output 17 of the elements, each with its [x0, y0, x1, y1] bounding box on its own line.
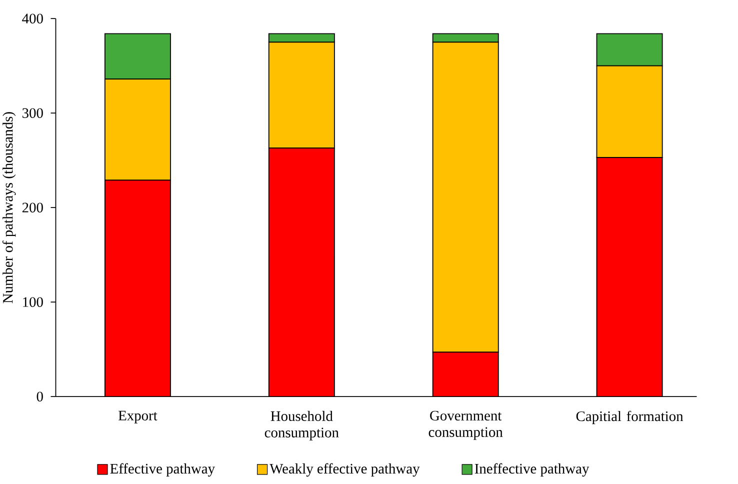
- bar: [596, 157, 663, 397]
- y-tick-label: 200: [22, 202, 43, 212]
- legend-label: Effective pathway: [110, 463, 215, 477]
- x-tick-label: Government consumption: [428, 410, 503, 440]
- bar: [432, 352, 498, 397]
- y-tick-label: 0: [36, 392, 43, 402]
- y-axis-title: Number of pathways (thousands): [2, 112, 16, 304]
- bar: [268, 148, 334, 397]
- bar: [104, 180, 171, 397]
- y-tick-label: 300: [22, 108, 43, 118]
- y-tick-label: 100: [23, 297, 43, 307]
- x-tick-label: Export: [118, 410, 158, 424]
- y-tick-label: 400: [22, 14, 43, 24]
- legend-label: Weakly effective pathway: [270, 463, 420, 477]
- legend-label: Ineffective pathway: [474, 463, 590, 477]
- x-tick-label: Household consumption: [264, 410, 339, 440]
- x-tick-label: Capitial formation: [576, 410, 684, 424]
